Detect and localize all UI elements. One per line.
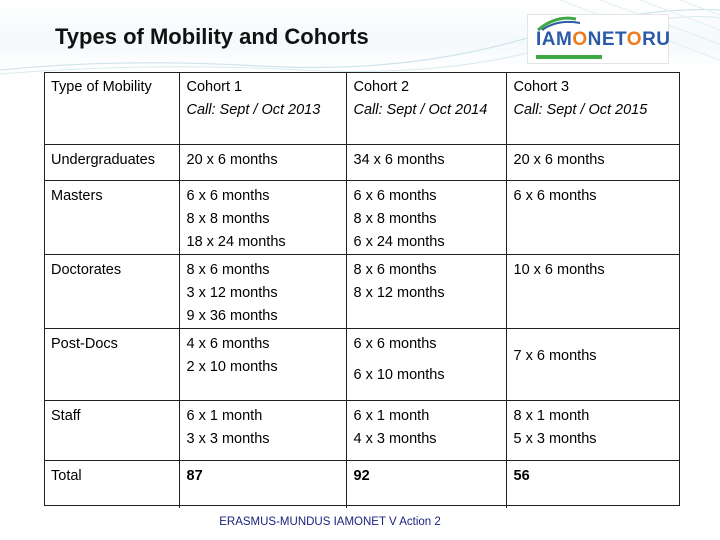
cohort3-cell: 10 x 6 months — [506, 253, 680, 328]
cohort1-cell: 6 x 6 months 8 x 8 months 18 x 24 months — [179, 179, 347, 254]
row-type-cell: Staff — [44, 399, 180, 460]
row-type-cell: Undergraduates — [44, 143, 180, 180]
cohort3-call: Call: Sept / Oct 2015 — [513, 102, 648, 118]
mobility-value: 6 x 24 months — [353, 233, 445, 250]
cohort3-cell: 6 x 6 months — [506, 179, 680, 254]
mobility-value: 92 — [353, 467, 370, 484]
cohort1-cell: 4 x 6 months 2 x 10 months — [179, 327, 347, 400]
cohort3-cell: 56 — [506, 459, 680, 508]
logo-text-net: NET — [587, 29, 627, 50]
header-cell-cohort1: Cohort 1 Call: Sept / Oct 2013 — [179, 72, 347, 144]
mobility-value: 8 x 1 month — [513, 407, 590, 424]
mobility-value: 18 x 24 months — [186, 233, 286, 250]
cohort3-cell: 7 x 6 months — [506, 327, 680, 400]
table-row: Undergraduates 20 x 6 months 34 x 6 months… — [44, 143, 680, 180]
logo-text: IAMONETORU — [536, 29, 671, 51]
mobility-table: Type of Mobility Cohort 1 Call: Sept / Oct… — [44, 72, 680, 508]
cohort1-cell: 87 — [179, 459, 347, 508]
cohort2-name: Cohort 2 — [353, 79, 410, 95]
logo-text-ru: RU — [642, 29, 671, 50]
mobility-value: 3 x 12 months — [186, 284, 278, 301]
table-row: Post-Docs 4 x 6 months 2 x 10 months 6 x 6 … — [44, 327, 680, 400]
cohort3-name: Cohort 3 — [513, 79, 570, 95]
mobility-value: 8 x 8 months — [353, 210, 437, 227]
mobility-value: 6 x 6 months — [513, 187, 597, 204]
cohort2-cell: 92 — [346, 459, 507, 508]
mobility-type-label: Total — [51, 467, 82, 484]
mobility-value: 8 x 6 months — [186, 261, 270, 278]
slide-title: Types of Mobility and Cohorts — [55, 24, 369, 49]
row-type-cell: Total — [44, 459, 180, 508]
table-row: Doctorates 8 x 6 months 3 x 12 months 9 x 3… — [44, 253, 680, 328]
row-type-cell: Doctorates — [44, 253, 180, 328]
mobility-value: 6 x 1 month — [353, 407, 430, 424]
mobility-table-body: Type of Mobility Cohort 1 Call: Sept / Oct… — [44, 72, 680, 508]
slide-footer: ERASMUS-MUNDUS IAMONET V Action 2 — [219, 516, 441, 528]
logo-arc-icon — [537, 16, 581, 31]
cohort3-cell: 20 x 6 months — [506, 143, 680, 180]
mobility-value: 6 x 6 months — [353, 335, 437, 352]
mobility-type-label: Doctorates — [51, 261, 122, 278]
mobility-value: 6 x 1 month — [186, 407, 263, 424]
mobility-value: 8 x 8 months — [186, 210, 270, 227]
header-cell-cohort3: Cohort 3 Call: Sept / Oct 2015 — [506, 72, 680, 144]
mobility-value: 87 — [186, 467, 203, 484]
mobility-value: 34 x 6 months — [353, 151, 445, 168]
row-type-cell: Masters — [44, 179, 180, 254]
mobility-value: 6 x 10 months — [353, 366, 445, 383]
iamonet-logo: IAMONETORU — [527, 14, 671, 64]
mobility-type-label: Post-Docs — [51, 335, 118, 352]
mobility-value: 4 x 3 months — [353, 430, 437, 447]
cohort1-cell: 20 x 6 months — [179, 143, 347, 180]
mobility-value: 6 x 6 months — [186, 187, 270, 204]
mobility-type-label: Undergraduates — [51, 151, 155, 168]
header-cell-type: Type of Mobility — [44, 72, 180, 144]
table-row: Staff 6 x 1 month 3 x 3 months 6 x 1 month 4… — [44, 399, 680, 460]
row-type-cell: Post-Docs — [44, 327, 180, 400]
cohort2-cell: 34 x 6 months — [346, 143, 507, 180]
mobility-type-label: Staff — [51, 407, 81, 424]
cohort1-name: Cohort 1 — [186, 79, 243, 95]
logo-text-dot: O — [626, 29, 643, 50]
mobility-value: 4 x 6 months — [186, 335, 270, 352]
table-header-row: Type of Mobility Cohort 1 Call: Sept / Oct… — [44, 72, 680, 144]
cohort2-cell: 6 x 6 months 8 x 8 months 6 x 24 months — [346, 179, 507, 254]
cohort2-call: Call: Sept / Oct 2014 — [353, 102, 488, 118]
mobility-value: 8 x 6 months — [353, 261, 437, 278]
header-cell-cohort2: Cohort 2 Call: Sept / Oct 2014 — [346, 72, 507, 144]
mobility-value: 7 x 6 months — [513, 347, 597, 364]
cohort1-cell: 6 x 1 month 3 x 3 months — [179, 399, 347, 460]
cohort1-call: Call: Sept / Oct 2013 — [186, 102, 321, 118]
mobility-value: 20 x 6 months — [513, 151, 605, 168]
cohort3-cell: 8 x 1 month 5 x 3 months — [506, 399, 680, 460]
table-row: Total 87 92 56 — [44, 459, 680, 508]
mobility-type-label: Masters — [51, 187, 103, 204]
mobility-value: 8 x 12 months — [353, 284, 445, 301]
mobility-value: 10 x 6 months — [513, 261, 605, 278]
mobility-value: 56 — [513, 467, 530, 484]
mobility-value: 3 x 3 months — [186, 430, 270, 447]
mobility-value: 5 x 3 months — [513, 430, 597, 447]
mobility-value: 9 x 36 months — [186, 307, 278, 324]
cohort2-cell: 8 x 6 months 8 x 12 months — [346, 253, 507, 328]
cohort1-cell: 8 x 6 months 3 x 12 months 9 x 36 months — [179, 253, 347, 328]
cohort2-cell: 6 x 1 month 4 x 3 months — [346, 399, 507, 460]
header-type-label: Type of Mobility — [51, 79, 152, 95]
logo-text-iam: IAM — [536, 29, 573, 50]
cohort2-cell: 6 x 6 months 6 x 10 months — [346, 327, 507, 400]
logo-underline-icon — [536, 55, 602, 59]
mobility-value: 6 x 6 months — [353, 187, 437, 204]
table-row: Masters 6 x 6 months 8 x 8 months 18 x 24 m… — [44, 179, 680, 254]
mobility-value: 2 x 10 months — [186, 358, 278, 375]
mobility-value: 20 x 6 months — [186, 151, 278, 168]
logo-text-o: O — [572, 29, 588, 50]
